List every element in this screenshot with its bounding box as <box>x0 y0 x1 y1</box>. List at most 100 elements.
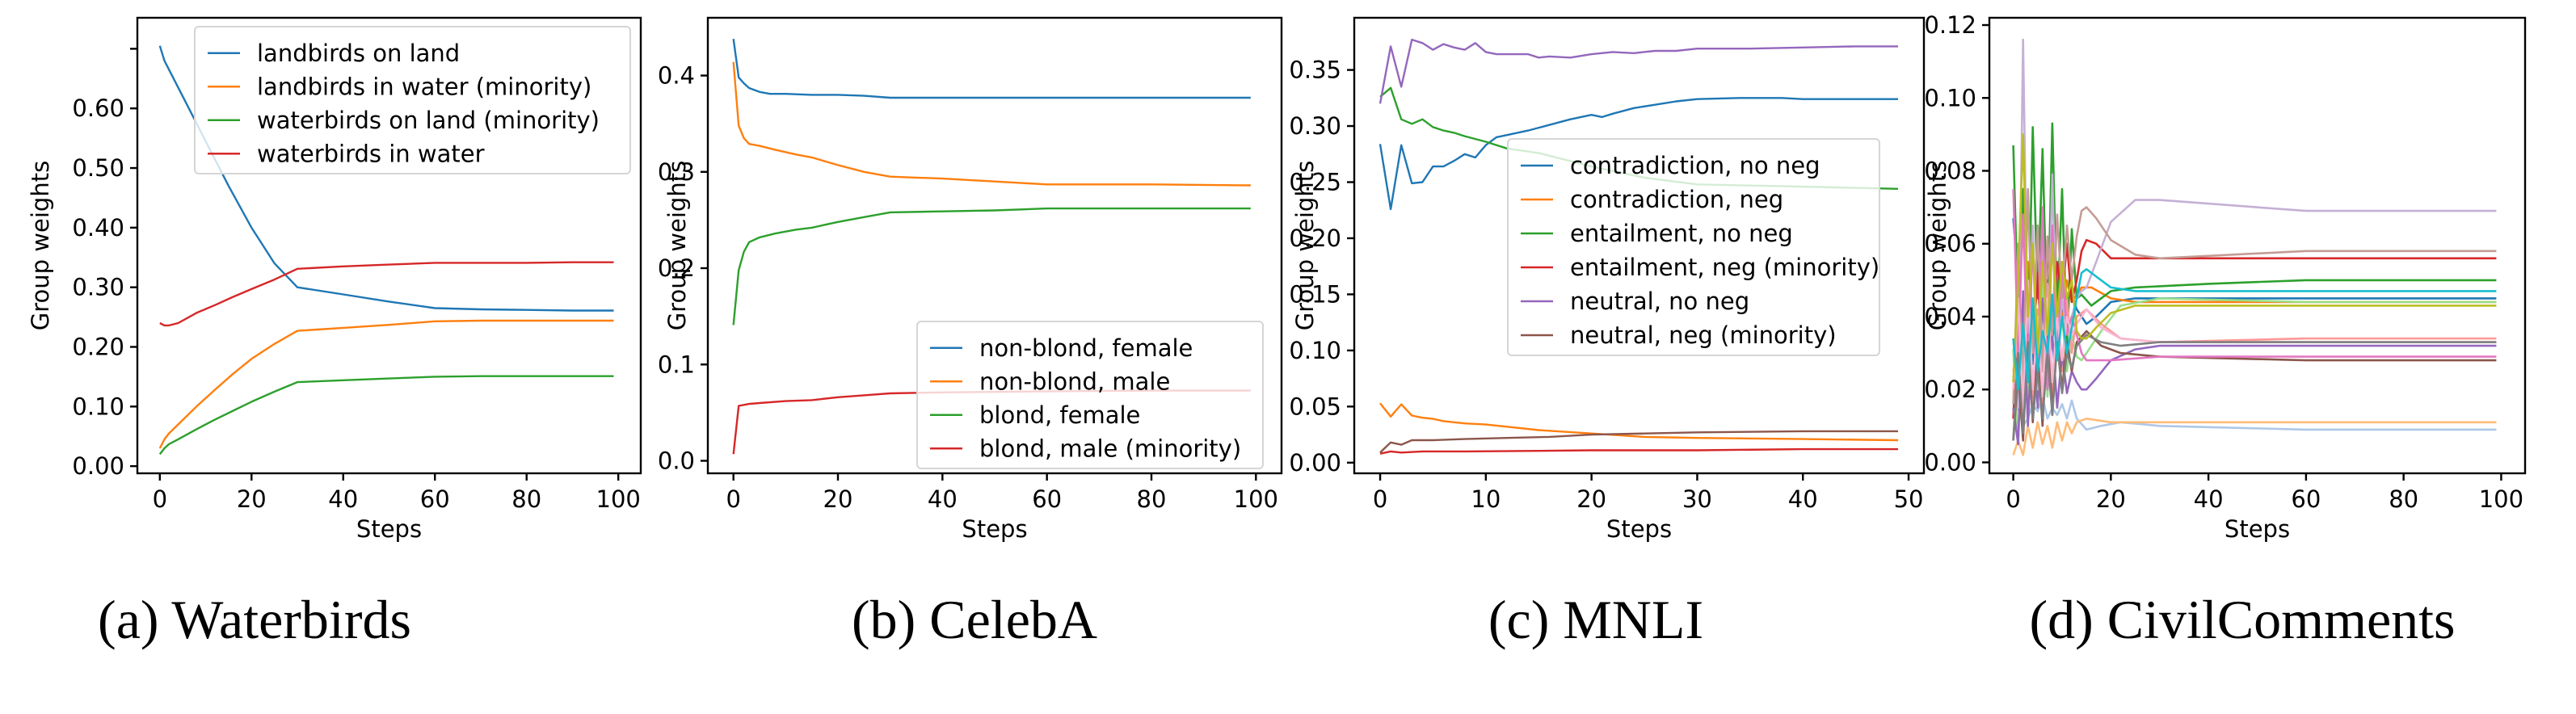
legend-label: neutral, neg (minority) <box>1570 321 1837 349</box>
series-line-3 <box>732 207 1251 326</box>
y-tick-label: 0.00 <box>72 452 124 480</box>
y-tick-label: 0.35 <box>1289 57 1341 84</box>
series-line-4 <box>159 261 614 327</box>
series-line-4 <box>2012 417 2497 456</box>
x-tick-label: 40 <box>2194 485 2224 513</box>
subfigure-caption: (d) CivilComments <box>2030 589 2456 650</box>
chart-panel-mnli: 0 10 20 30 40 50 0.00 0.05 0.10 0.15 0.20 0.25 0.30 0… <box>1289 16 1926 650</box>
legend-label: entailment, no neg <box>1570 220 1793 247</box>
legend-label: blond, male (minority) <box>979 435 1241 462</box>
x-axis-label: Steps <box>1606 515 1672 543</box>
x-tick-label: 40 <box>328 485 358 513</box>
x-tick-label: 60 <box>420 485 450 513</box>
x-axis-label: Steps <box>356 515 422 543</box>
y-tick-label: 0.00 <box>1924 448 1976 476</box>
y-tick-label: 0.20 <box>72 333 124 360</box>
subfigure-caption: (c) MNLI <box>1488 589 1703 650</box>
x-tick-label: 80 <box>1137 485 1167 513</box>
y-tick-label: 0.30 <box>1289 112 1341 140</box>
series-line-2 <box>1379 402 1899 442</box>
series-line-2 <box>2012 395 2497 431</box>
series-group <box>2012 38 2497 456</box>
x-tick-label: 0 <box>2006 485 2020 513</box>
chart-panel-civilcomments: 0 20 40 60 80 100 0.00 0.02 0.04 0.06 0.08 0.10 0.12… <box>1924 11 2527 650</box>
chart-panel-waterbirds: 0 20 40 60 80 100 0.00 0.10 0.20 0.30 0.40 0.50 0.60… <box>27 16 642 650</box>
legend-label: landbirds on land <box>257 40 460 67</box>
series-line-1 <box>158 45 614 312</box>
series-line-17 <box>2012 267 2497 391</box>
y-tick-label: 0.00 <box>1289 449 1341 477</box>
x-tick-label: 100 <box>2479 485 2523 513</box>
y-tick-label: 0.20 <box>1289 225 1341 252</box>
x-tick-label: 60 <box>1032 485 1062 513</box>
legend-box <box>194 26 631 174</box>
y-tick-label: 0.0 <box>658 447 695 474</box>
x-tick-label: 50 <box>1894 485 1924 513</box>
y-tick-label: 0.06 <box>1924 230 1976 258</box>
series-line-2 <box>158 319 614 449</box>
x-tick-label: 10 <box>1471 485 1501 513</box>
legend-label: non-blond, female <box>979 334 1193 362</box>
y-axis-label: Group weights <box>1924 161 1951 330</box>
series-line-16 <box>2012 133 2497 383</box>
plot-frame <box>706 16 1283 475</box>
y-tick-label: 0.4 <box>658 62 695 90</box>
series-line-7 <box>2012 238 2497 419</box>
y-tick-label: 0.15 <box>1289 280 1341 308</box>
y-tick-label: 0.10 <box>1924 84 1976 111</box>
x-tick-label: 100 <box>596 485 641 513</box>
series-line-4 <box>1379 447 1898 455</box>
plot-frame <box>136 16 642 475</box>
legend-label: neutral, no neg <box>1570 288 1749 315</box>
y-axis-label: Group weights <box>1291 161 1319 330</box>
x-tick-label: 40 <box>1788 485 1818 513</box>
legend-label: blond, female <box>979 401 1140 429</box>
y-axis-label: Group weights <box>663 161 691 330</box>
y-tick-label: 0.10 <box>72 393 124 420</box>
series-line-3 <box>2012 242 2497 391</box>
y-tick-label: 0.40 <box>72 214 124 242</box>
series-line-15 <box>2012 334 2497 441</box>
x-axis-label: Steps <box>2225 515 2290 543</box>
series-line-2 <box>732 61 1251 187</box>
legend-label: landbirds in water (minority) <box>257 73 591 100</box>
y-tick-label: 0.05 <box>1289 393 1341 420</box>
y-tick-label: 0.12 <box>1924 11 1976 39</box>
legend-label: contradiction, neg <box>1570 186 1783 213</box>
x-tick-label: 30 <box>1682 485 1712 513</box>
y-tick-label: 0.2 <box>658 254 695 282</box>
x-tick-label: 60 <box>2291 485 2321 513</box>
series-line-1 <box>732 39 1251 99</box>
subfigure-caption: (a) Waterbirds <box>98 589 411 650</box>
series-line-9 <box>2012 290 2497 446</box>
x-tick-label: 100 <box>1234 485 1278 513</box>
legend-box <box>1507 138 1880 356</box>
plot-frame <box>1988 16 2527 475</box>
series-line-5 <box>1378 38 1898 104</box>
x-tick-label: 80 <box>511 485 541 513</box>
x-axis-label: Steps <box>962 515 1027 543</box>
series-line-5 <box>2012 122 2497 355</box>
y-tick-label: 0.1 <box>658 351 695 378</box>
legend-box <box>916 321 1264 469</box>
legend-label: non-blond, male <box>979 368 1170 395</box>
chart-panel-celeba: 0 20 40 60 80 100 0.0 0.1 0.2 0.3 0.4 Steps Group we… <box>658 16 1283 650</box>
series-line-3 <box>158 375 614 456</box>
legend: landbirds on land landbirds in water (min… <box>194 26 631 174</box>
series-group <box>158 45 614 456</box>
legend-label: waterbirds in water <box>257 140 485 167</box>
legend-label: contradiction, no neg <box>1570 152 1820 179</box>
series-group <box>1378 38 1899 455</box>
x-tick-label: 0 <box>726 485 740 513</box>
subfigure-caption: (b) CelebA <box>852 589 1097 650</box>
series-line-1 <box>1378 97 1898 211</box>
y-tick-label: 0.30 <box>72 274 124 301</box>
plot-frame <box>1353 16 1926 475</box>
x-tick-label: 20 <box>237 485 267 513</box>
y-tick-label: 0.02 <box>1924 376 1976 403</box>
series-line-12 <box>2012 187 2497 405</box>
x-tick-label: 20 <box>823 485 853 513</box>
x-tick-label: 20 <box>2096 485 2126 513</box>
y-tick-label: 0.25 <box>1289 169 1341 196</box>
